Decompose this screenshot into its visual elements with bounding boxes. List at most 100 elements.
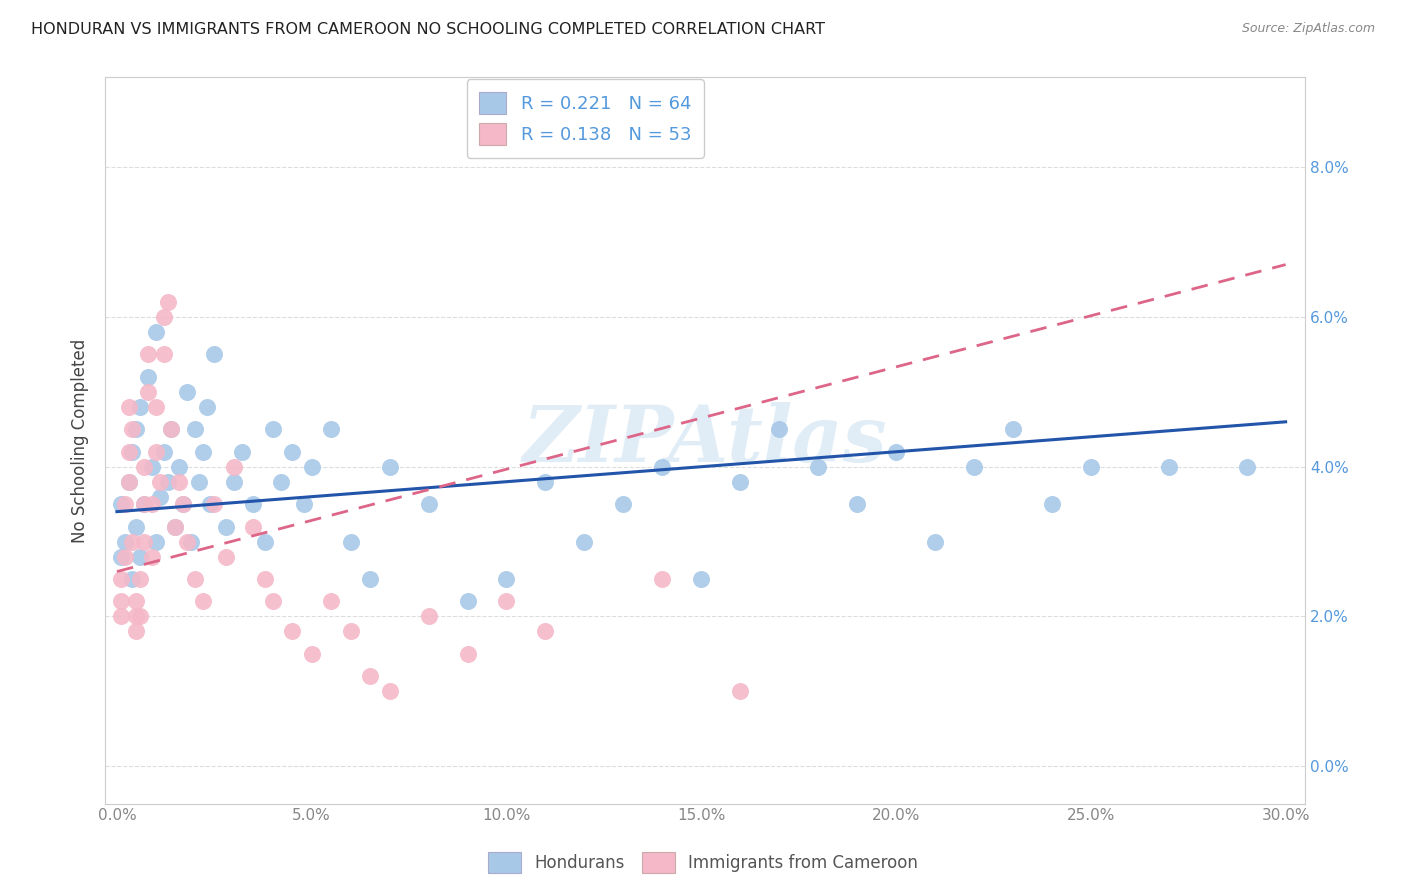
Point [242,519,264,533]
Point [651,459,673,474]
Point [121,572,143,586]
Point [110,594,132,608]
Point [359,572,381,586]
Point [167,475,190,489]
Point [145,325,167,339]
Point [270,475,292,489]
Point [125,609,148,624]
Point [1236,459,1258,474]
Point [129,400,152,414]
Point [846,497,869,511]
Point [191,594,214,608]
Point [612,497,634,511]
Point [418,497,440,511]
Point [141,459,163,474]
Point [301,647,323,661]
Point [262,594,284,608]
Point [136,347,159,361]
Point [253,534,276,549]
Point [768,422,790,436]
Point [134,497,156,511]
Point [195,400,218,414]
Point [152,347,174,361]
Point [136,384,159,399]
Point [172,497,194,511]
Point [117,475,139,489]
Point [160,422,183,436]
Point [114,497,136,511]
Point [728,475,751,489]
Point [156,295,179,310]
Point [110,609,132,624]
Point [495,572,517,586]
Point [136,370,159,384]
Point [191,444,214,458]
Point [145,444,167,458]
Point [176,534,198,549]
Point [1001,422,1024,436]
Point [117,444,139,458]
Point [145,534,167,549]
Point [134,459,156,474]
Point [321,422,343,436]
Y-axis label: No Schooling Completed: No Schooling Completed [72,338,89,542]
Point [963,459,986,474]
Point [292,497,315,511]
Point [114,534,136,549]
Point [149,475,172,489]
Point [117,400,139,414]
Point [574,534,596,549]
Point [222,475,245,489]
Point [156,475,179,489]
Point [281,444,304,458]
Point [141,549,163,564]
Point [110,572,132,586]
Point [339,624,361,639]
Point [242,497,264,511]
Point [222,459,245,474]
Legend: R = 0.221   N = 64, R = 0.138   N = 53: R = 0.221 N = 64, R = 0.138 N = 53 [467,79,704,158]
Point [884,444,907,458]
Point [534,475,557,489]
Point [728,684,751,698]
Legend: Hondurans, Immigrants from Cameroon: Hondurans, Immigrants from Cameroon [481,846,925,880]
Point [121,422,143,436]
Point [129,549,152,564]
Point [253,572,276,586]
Point [281,624,304,639]
Point [121,534,143,549]
Point [301,459,323,474]
Point [924,534,946,549]
Point [152,310,174,324]
Text: Source: ZipAtlas.com: Source: ZipAtlas.com [1241,22,1375,36]
Point [180,534,202,549]
Point [339,534,361,549]
Point [145,400,167,414]
Point [149,490,172,504]
Text: HONDURAN VS IMMIGRANTS FROM CAMEROON NO SCHOOLING COMPLETED CORRELATION CHART: HONDURAN VS IMMIGRANTS FROM CAMEROON NO … [31,22,825,37]
Point [457,647,479,661]
Point [1080,459,1102,474]
Point [457,594,479,608]
Point [134,534,156,549]
Point [141,497,163,511]
Point [378,459,401,474]
Point [167,459,190,474]
Point [807,459,830,474]
Point [262,422,284,436]
Point [125,422,148,436]
Point [125,519,148,533]
Point [378,684,401,698]
Point [1157,459,1180,474]
Point [172,497,194,511]
Point [160,422,183,436]
Point [1040,497,1063,511]
Point [359,669,381,683]
Point [117,475,139,489]
Text: ZIPAtlas: ZIPAtlas [523,402,887,479]
Point [165,519,187,533]
Point [129,572,152,586]
Point [129,609,152,624]
Point [534,624,557,639]
Point [202,347,225,361]
